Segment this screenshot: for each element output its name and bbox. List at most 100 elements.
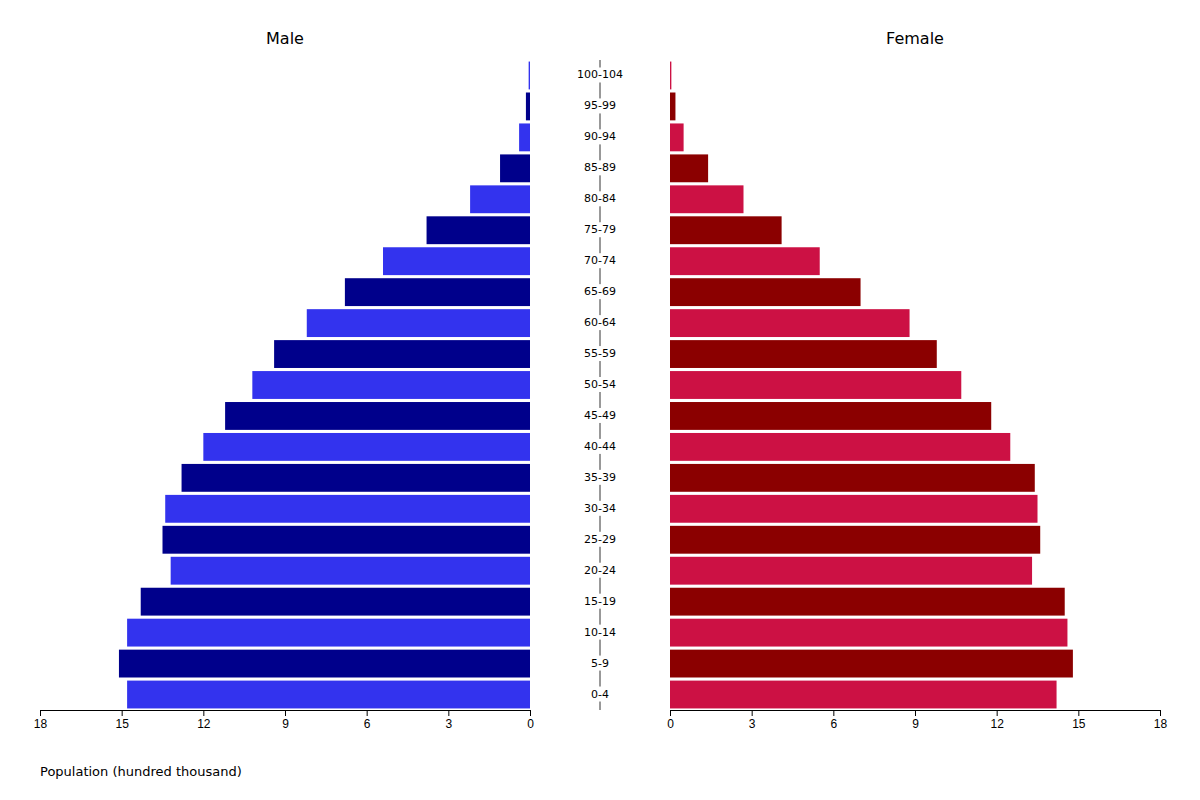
tick-mark	[833, 710, 834, 716]
bar	[670, 526, 1040, 554]
tick-mark	[752, 710, 753, 716]
tick-mark	[40, 710, 41, 716]
tick-mark	[1160, 710, 1161, 716]
label-background	[581, 191, 619, 206]
bar	[670, 433, 1010, 461]
category-label: 90-94	[584, 130, 616, 143]
axis-domain	[41, 711, 531, 717]
bar	[670, 619, 1067, 647]
tick: 3	[445, 710, 452, 731]
bar	[670, 340, 937, 368]
tick-label: 0	[667, 717, 674, 731]
tick: 3	[749, 710, 756, 731]
bar	[225, 402, 530, 430]
bar	[274, 340, 530, 368]
bar	[203, 433, 530, 461]
label-background	[581, 377, 619, 392]
label-background	[581, 439, 619, 454]
category-label: 95-99	[584, 99, 616, 112]
x-axis: 0 3 6 9 12 15 18	[667, 710, 1167, 731]
bar	[427, 216, 530, 244]
label-background	[581, 346, 619, 361]
bar	[470, 185, 530, 213]
category-label: 25-29	[584, 533, 616, 546]
bar	[163, 526, 531, 554]
bar	[670, 247, 820, 275]
label-background	[581, 501, 619, 516]
bar	[670, 681, 1057, 709]
chart: 0369121518Male0369121518Female0-45-910-1…	[0, 0, 1200, 800]
category-label: 10-14	[584, 626, 616, 639]
bar	[165, 495, 530, 523]
tick-label: 18	[34, 717, 48, 731]
bar	[670, 123, 684, 151]
tick-label: 6	[364, 717, 371, 731]
label-background	[574, 67, 626, 82]
label-background	[581, 98, 619, 113]
bar	[670, 62, 671, 90]
category-label: 0-4	[591, 688, 609, 701]
axis-domain	[671, 711, 1161, 717]
tick-mark	[530, 710, 531, 716]
label-background	[581, 160, 619, 175]
bar	[670, 650, 1073, 678]
x-axis: 0369121518	[34, 710, 534, 731]
bar	[519, 123, 530, 151]
category-label: 100-104	[577, 68, 623, 81]
tick-label: 15	[115, 717, 129, 731]
x-axis-label: Population (hundred thousand)	[40, 764, 242, 779]
bar	[500, 154, 530, 182]
category-labels: 0-45-910-1415-1920-2425-2930-3435-3940-4…	[574, 67, 626, 701]
panel-title: Male	[266, 29, 304, 48]
tick-mark	[1078, 710, 1079, 716]
bar	[670, 154, 708, 182]
tick-label: 9	[912, 717, 919, 731]
tick: 15	[1072, 710, 1086, 731]
bar	[141, 588, 530, 616]
category-label: 85-89	[584, 161, 616, 174]
label-background	[581, 532, 619, 547]
bars	[119, 62, 530, 709]
tick-label: 3	[445, 717, 452, 731]
label-background	[581, 625, 619, 640]
category-label: 65-69	[584, 285, 616, 298]
tick-mark	[122, 710, 123, 716]
category-label: 50-54	[584, 378, 616, 391]
category-label: 35-39	[584, 471, 616, 484]
tick-label: 12	[990, 717, 1004, 731]
category-label: 40-44	[584, 440, 616, 453]
category-label: 80-84	[584, 192, 616, 205]
bar	[670, 402, 991, 430]
bar	[670, 185, 744, 213]
tick: 15	[115, 710, 129, 731]
category-label: 55-59	[584, 347, 616, 360]
bar	[127, 681, 530, 709]
tick-mark	[997, 710, 998, 716]
bar	[670, 495, 1038, 523]
category-label: 20-24	[584, 564, 616, 577]
label-background	[581, 594, 619, 609]
tick: 0	[667, 710, 674, 731]
label-background	[581, 284, 619, 299]
tick-mark	[448, 710, 449, 716]
label-background	[581, 315, 619, 330]
tick-mark	[367, 710, 368, 716]
tick: 18	[1154, 710, 1168, 731]
label-background	[581, 470, 619, 485]
bar	[670, 216, 782, 244]
bar	[670, 588, 1065, 616]
tick: 6	[830, 710, 837, 731]
tick-label: 12	[197, 717, 211, 731]
tick-label: 9	[282, 717, 289, 731]
category-label: 70-74	[584, 254, 616, 267]
bar	[670, 309, 910, 337]
tick: 6	[364, 710, 371, 731]
bar	[670, 464, 1035, 492]
tick-mark	[915, 710, 916, 716]
bar	[127, 619, 530, 647]
tick-mark	[203, 710, 204, 716]
category-label: 45-49	[584, 409, 616, 422]
category-label: 75-79	[584, 223, 616, 236]
tick-label: 6	[830, 717, 837, 731]
tick-label: 18	[1154, 717, 1168, 731]
